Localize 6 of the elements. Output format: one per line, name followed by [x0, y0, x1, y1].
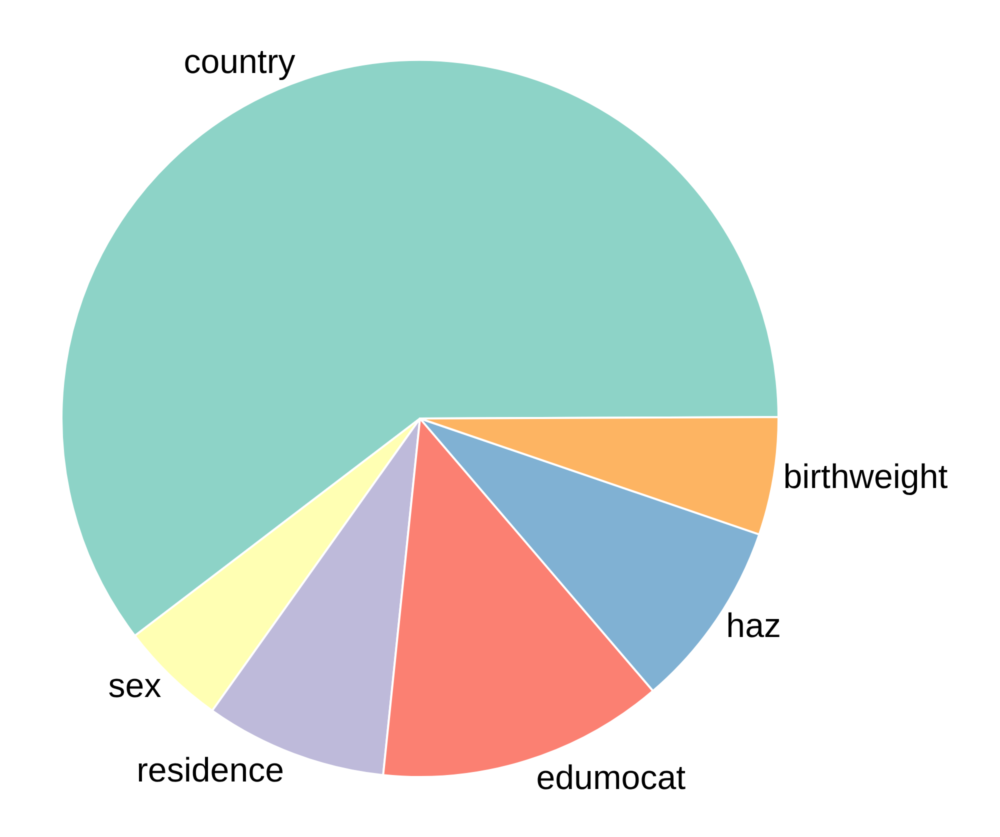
slice-label: edumocat [536, 759, 686, 798]
slice-label: sex [108, 666, 162, 705]
slice-label: haz [726, 606, 781, 645]
slice-label: birthweight [783, 458, 948, 496]
slice-label: country [184, 43, 296, 82]
slice-label: residence [136, 752, 284, 790]
